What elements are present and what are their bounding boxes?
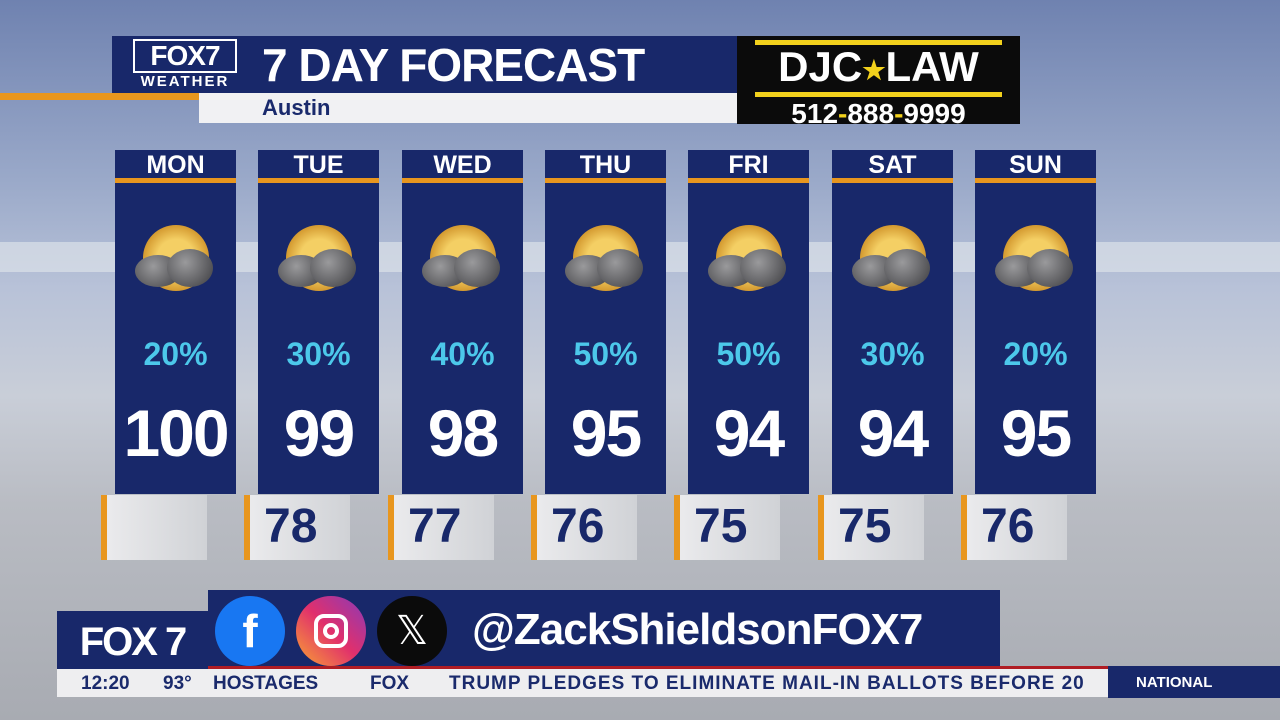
location: Austin <box>262 95 331 120</box>
forecast-day-wed: WED 40% 98 <box>402 150 523 494</box>
instagram-icon <box>296 596 366 666</box>
low-temp-box: 78 <box>244 495 350 560</box>
high-temp: 94 <box>713 396 785 470</box>
partly-sunny-thunderstorm-icon <box>708 225 788 305</box>
title-bar <box>112 36 737 93</box>
precip-chance: 20% <box>1003 336 1068 372</box>
high-temp: 98 <box>427 396 499 470</box>
partly-sunny-thunderstorm-icon <box>852 225 932 305</box>
facebook-icon: f <box>215 596 285 666</box>
low-temp-box: 77 <box>388 495 494 560</box>
forecast-day-fri: FRI 50% 94 <box>688 150 809 494</box>
x-icon: 𝕏 <box>377 596 447 666</box>
low-temp-box: 75 <box>674 495 780 560</box>
low-temp-box: 76 <box>961 495 1067 560</box>
precip-chance: 50% <box>716 336 781 372</box>
day-label: THU <box>579 151 632 179</box>
precip-chance: 30% <box>286 336 351 372</box>
current-temp: 93° <box>163 673 192 694</box>
ad-brand-right: LAW <box>885 43 979 90</box>
partly-sunny-thunderstorm-icon <box>135 225 215 305</box>
partly-sunny-thunderstorm-icon <box>422 225 502 305</box>
precip-chance: 30% <box>860 336 925 372</box>
day-label: MON <box>146 151 205 179</box>
day-label: WED <box>433 151 492 179</box>
high-temp: 99 <box>283 396 355 470</box>
forecast-day-sun: SUN 20% 95 <box>975 150 1096 494</box>
ticker-divider <box>208 666 1108 669</box>
social-handle: @ZackShieldsonFOX7 <box>472 605 923 654</box>
partly-sunny-thunderstorm-icon <box>995 225 1075 305</box>
low-temp: 75 <box>838 500 892 553</box>
precip-chance: 20% <box>143 336 208 372</box>
ad-brand-left: DJC <box>778 43 863 90</box>
accent-line <box>0 93 200 100</box>
forecast-day-tue: TUE 30% 99 <box>258 150 379 494</box>
forecast-day-mon: MON 20% 100 <box>115 150 236 494</box>
ticker-item: HOSTAGES <box>213 673 319 694</box>
location-bar <box>199 93 737 123</box>
precip-chance: 50% <box>573 336 638 372</box>
ticker-section: NATIONAL <box>1108 666 1280 698</box>
day-label: FRI <box>728 151 769 179</box>
logo-top: FOX7 <box>133 39 237 73</box>
ticker-headline: TRUMP PLEDGES TO ELIMINATE MAIL-IN BALLO… <box>449 673 1085 694</box>
low-temp-box <box>101 495 207 560</box>
low-temp: 75 <box>694 500 748 553</box>
ad-phone: 512-888-9999 <box>791 97 966 129</box>
low-temp: 77 <box>408 500 462 553</box>
high-temp: 100 <box>123 396 229 470</box>
low-temp: 78 <box>264 500 318 553</box>
precip-chance: 40% <box>430 336 495 372</box>
fox-ticker-logo: FOX <box>370 673 410 694</box>
low-temp-box: 75 <box>818 495 924 560</box>
fox7-weather-logo: FOX7 WEATHER <box>130 39 240 91</box>
low-temp: 76 <box>551 500 605 553</box>
day-label: TUE <box>293 151 344 179</box>
high-temp: 95 <box>1000 396 1072 470</box>
day-label: SUN <box>1009 151 1062 179</box>
station-logo: FOX 7 <box>57 611 208 669</box>
star-icon: ★ <box>862 54 886 85</box>
day-label: SAT <box>868 151 917 179</box>
logo-bottom: WEATHER <box>140 73 230 90</box>
high-temp: 94 <box>857 396 929 470</box>
forecast-day-thu: THU 50% 95 <box>545 150 666 494</box>
clock: 12:20 <box>81 673 130 694</box>
high-temp: 95 <box>570 396 642 470</box>
partly-sunny-thunderstorm-icon <box>565 225 645 305</box>
news-ticker: 12:20 93° HOSTAGES FOX TRUMP PLEDGES TO … <box>57 669 1108 697</box>
forecast-day-sat: SAT 30% 94 <box>832 150 953 494</box>
sponsor-ad: DJC★LAW 512-888-9999 <box>737 36 1020 129</box>
low-temp: 76 <box>981 500 1035 553</box>
page-title: 7 DAY FORECAST <box>262 39 645 91</box>
partly-sunny-thunderstorm-icon <box>278 225 358 305</box>
low-temp-box: 76 <box>531 495 637 560</box>
